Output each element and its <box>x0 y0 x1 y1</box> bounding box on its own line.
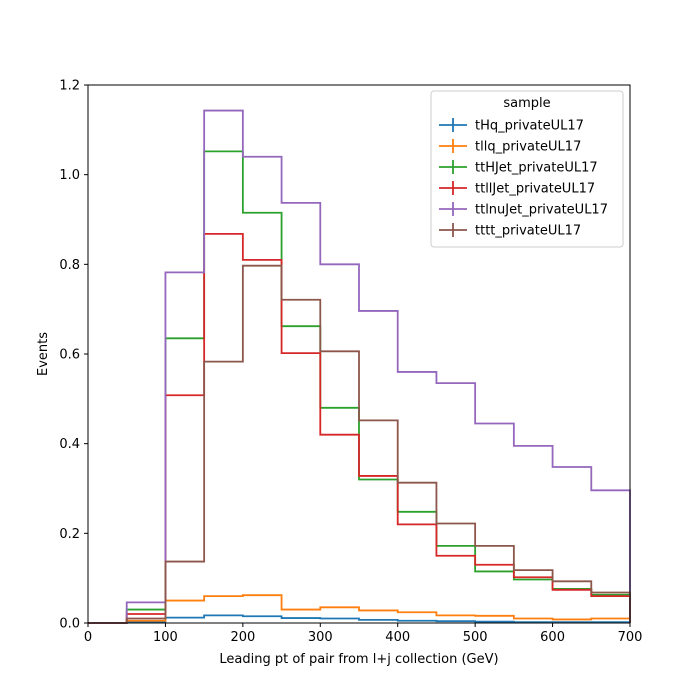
x-tick-label: 300 <box>308 630 333 645</box>
x-tick-label: 400 <box>385 630 410 645</box>
y-tick-label: 0.8 <box>59 258 80 273</box>
y-tick-label: 1.0 <box>59 168 80 183</box>
x-axis-label: Leading pt of pair from l+j collection (… <box>219 652 498 667</box>
x-tick-label: 0 <box>84 630 92 645</box>
legend-items: tHq_privateUL17 tllq_privateUL17 ttHJet_pr… <box>439 118 608 239</box>
legend-label: ttlnuJet_privateUL17 <box>475 203 608 218</box>
series-line-ttlnuJet_privateUL17 <box>88 109 631 624</box>
y-tick-label: 1.2 <box>59 79 80 94</box>
y-tick-label: 0.0 <box>59 617 80 632</box>
series-line-tttt_privateUL17 <box>88 264 631 624</box>
legend-label: tttt_privateUL17 <box>475 224 581 239</box>
legend-title: sample <box>503 96 550 111</box>
y-axis-label: Events <box>36 332 51 376</box>
y-tick-label: 0.4 <box>59 437 80 452</box>
y-tick-label: 0.2 <box>59 527 80 542</box>
x-tick-label: 200 <box>230 630 255 645</box>
legend-item: tHq_privateUL17 <box>439 118 584 134</box>
series-line-tllq_privateUL17 <box>88 594 631 624</box>
x-axis: 0 100 200 300 400 500 600 700 <box>84 623 643 645</box>
legend-item: tllq_privateUL17 <box>439 139 581 155</box>
plot-area <box>88 109 631 624</box>
legend-item: ttllJet_privateUL17 <box>439 181 595 197</box>
y-axis: 0.0 0.2 0.4 0.6 0.8 1.0 1.2 <box>59 79 88 632</box>
x-tick-label: 700 <box>618 630 643 645</box>
x-tick-label: 500 <box>463 630 488 645</box>
y-tick-label: 0.6 <box>59 348 80 363</box>
legend: sample tHq_privateUL17 tllq_privateUL17tt… <box>430 90 624 248</box>
x-tick-label: 600 <box>540 630 565 645</box>
x-tick-label: 100 <box>153 630 178 645</box>
legend-item: ttlnuJet_privateUL17 <box>439 202 608 218</box>
legend-box <box>430 90 624 248</box>
legend-label: ttllJet_privateUL17 <box>475 182 595 197</box>
legend-label: ttHJet_privateUL17 <box>475 161 598 176</box>
legend-label: tHq_privateUL17 <box>475 119 584 134</box>
legend-item: ttHJet_privateUL17 <box>439 160 598 176</box>
legend-label: tllq_privateUL17 <box>475 140 581 155</box>
series-line-tHq_privateUL17 <box>88 614 631 624</box>
legend-item: tttt_privateUL17 <box>439 223 581 239</box>
